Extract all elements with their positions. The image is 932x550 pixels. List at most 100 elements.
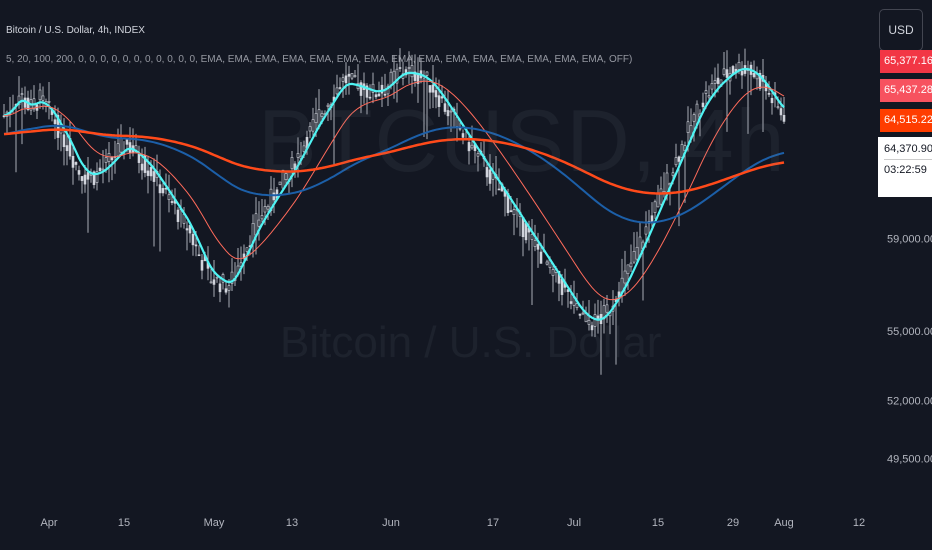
- candle-body: [752, 72, 756, 78]
- candle-body: [431, 84, 435, 93]
- x-tick-label: 15: [118, 517, 130, 529]
- candle-body: [512, 209, 516, 216]
- y-tick-label: 49,500.00: [887, 454, 932, 466]
- candle-body: [770, 97, 774, 104]
- candle-body: [272, 192, 276, 201]
- candle-body: [140, 163, 144, 171]
- candle-body: [338, 87, 342, 89]
- candle-body: [194, 244, 198, 247]
- candle-body: [776, 106, 780, 109]
- candle-body: [437, 95, 441, 107]
- candle-body: [674, 157, 678, 166]
- currency-button[interactable]: USD: [879, 9, 923, 51]
- candle-body: [74, 162, 78, 165]
- x-tick-label: 13: [286, 517, 298, 529]
- candle-body: [383, 93, 387, 96]
- ema-layer: [3, 67, 785, 321]
- candle-body: [227, 285, 231, 291]
- candle-body: [254, 213, 258, 236]
- candle-body: [185, 228, 189, 231]
- y-axis: 59,000.00 55,000.00 52,000.00 49,500.00: [887, 234, 932, 466]
- candle-body: [701, 102, 705, 108]
- candle-body: [533, 240, 537, 247]
- candle-body: [86, 172, 90, 180]
- watermark-symbol: BTCUSD, 4h: [258, 91, 787, 190]
- candle-body: [77, 170, 81, 175]
- candle-body: [167, 194, 171, 200]
- candle-body: [740, 71, 744, 76]
- candle-body: [65, 145, 69, 152]
- candle-body: [170, 201, 174, 203]
- candle-body: [476, 153, 480, 157]
- candle-body: [191, 233, 195, 246]
- candle-body: [95, 171, 99, 183]
- candle-body: [560, 278, 564, 295]
- candle-body: [713, 80, 717, 84]
- candle-body: [395, 68, 399, 84]
- y-tick-label: 52,000.00: [887, 396, 932, 408]
- candle-body: [119, 137, 123, 153]
- candle-body: [341, 77, 345, 82]
- candle-body: [653, 201, 657, 213]
- candle-body: [569, 301, 573, 304]
- candle-body: [209, 281, 213, 284]
- candle-body: [605, 304, 609, 313]
- candle-body: [359, 82, 363, 96]
- candle-body: [539, 251, 543, 264]
- candle-body: [101, 168, 105, 171]
- series-line-ema-5: [3, 67, 785, 321]
- candle-body: [722, 68, 726, 75]
- candle-body: [632, 251, 636, 263]
- x-axis: Apr 15 May 13 Jun 17 Jul 15 29 Aug 12: [40, 517, 865, 529]
- price-tag: 65,377.16: [880, 50, 932, 73]
- candle-body: [218, 283, 222, 293]
- candle-body: [782, 114, 786, 122]
- candle-body: [200, 260, 204, 271]
- candle-body: [245, 247, 249, 252]
- candle-body: [398, 67, 402, 69]
- candle-body: [758, 72, 762, 89]
- candle-body: [488, 169, 492, 184]
- candle-body: [725, 69, 729, 78]
- candle-body: [497, 188, 501, 191]
- candle-body: [686, 121, 690, 133]
- candle-body: [302, 145, 306, 152]
- candle-body: [41, 95, 45, 101]
- x-tick-label: 17: [487, 517, 499, 529]
- bar-countdown: 03:22:59: [884, 159, 932, 178]
- watermark-name: Bitcoin / U.S. Dollar: [280, 318, 662, 367]
- candle-body: [368, 96, 372, 99]
- candle-body: [20, 93, 24, 95]
- candle-body: [344, 75, 348, 84]
- series-line-ema-200: [3, 128, 785, 195]
- candle-body: [278, 181, 282, 186]
- x-tick-label: 15: [652, 517, 664, 529]
- candle-body: [374, 94, 378, 98]
- candle-body: [161, 188, 165, 194]
- candle-body: [107, 153, 111, 162]
- last-price: 64,370.90: [884, 143, 932, 155]
- candle-body: [677, 156, 681, 162]
- candle-body: [98, 167, 102, 172]
- chart-title[interactable]: Bitcoin / U.S. Dollar, 4h, INDEX: [6, 25, 145, 36]
- x-tick-label: 29: [727, 517, 739, 529]
- candle-body: [197, 254, 201, 257]
- candle-body: [407, 67, 411, 69]
- candle-body: [704, 90, 708, 94]
- candle-body: [92, 171, 96, 185]
- candle-body: [629, 262, 633, 268]
- candle-body: [557, 270, 561, 284]
- x-tick-label: Aug: [774, 517, 794, 529]
- candle-body: [125, 139, 129, 145]
- candle-body: [47, 101, 51, 103]
- candle-body: [590, 325, 594, 331]
- x-tick-label: Jul: [567, 517, 581, 529]
- candle-body: [116, 143, 120, 157]
- candle-body: [578, 313, 582, 316]
- candle-body: [707, 95, 711, 98]
- indicator-legend[interactable]: 5, 20, 100, 200, 0, 0, 0, 0, 0, 0, 0, 0,…: [6, 54, 633, 65]
- candle-body: [176, 209, 180, 222]
- candle-body: [443, 103, 447, 112]
- candle-body: [311, 119, 315, 132]
